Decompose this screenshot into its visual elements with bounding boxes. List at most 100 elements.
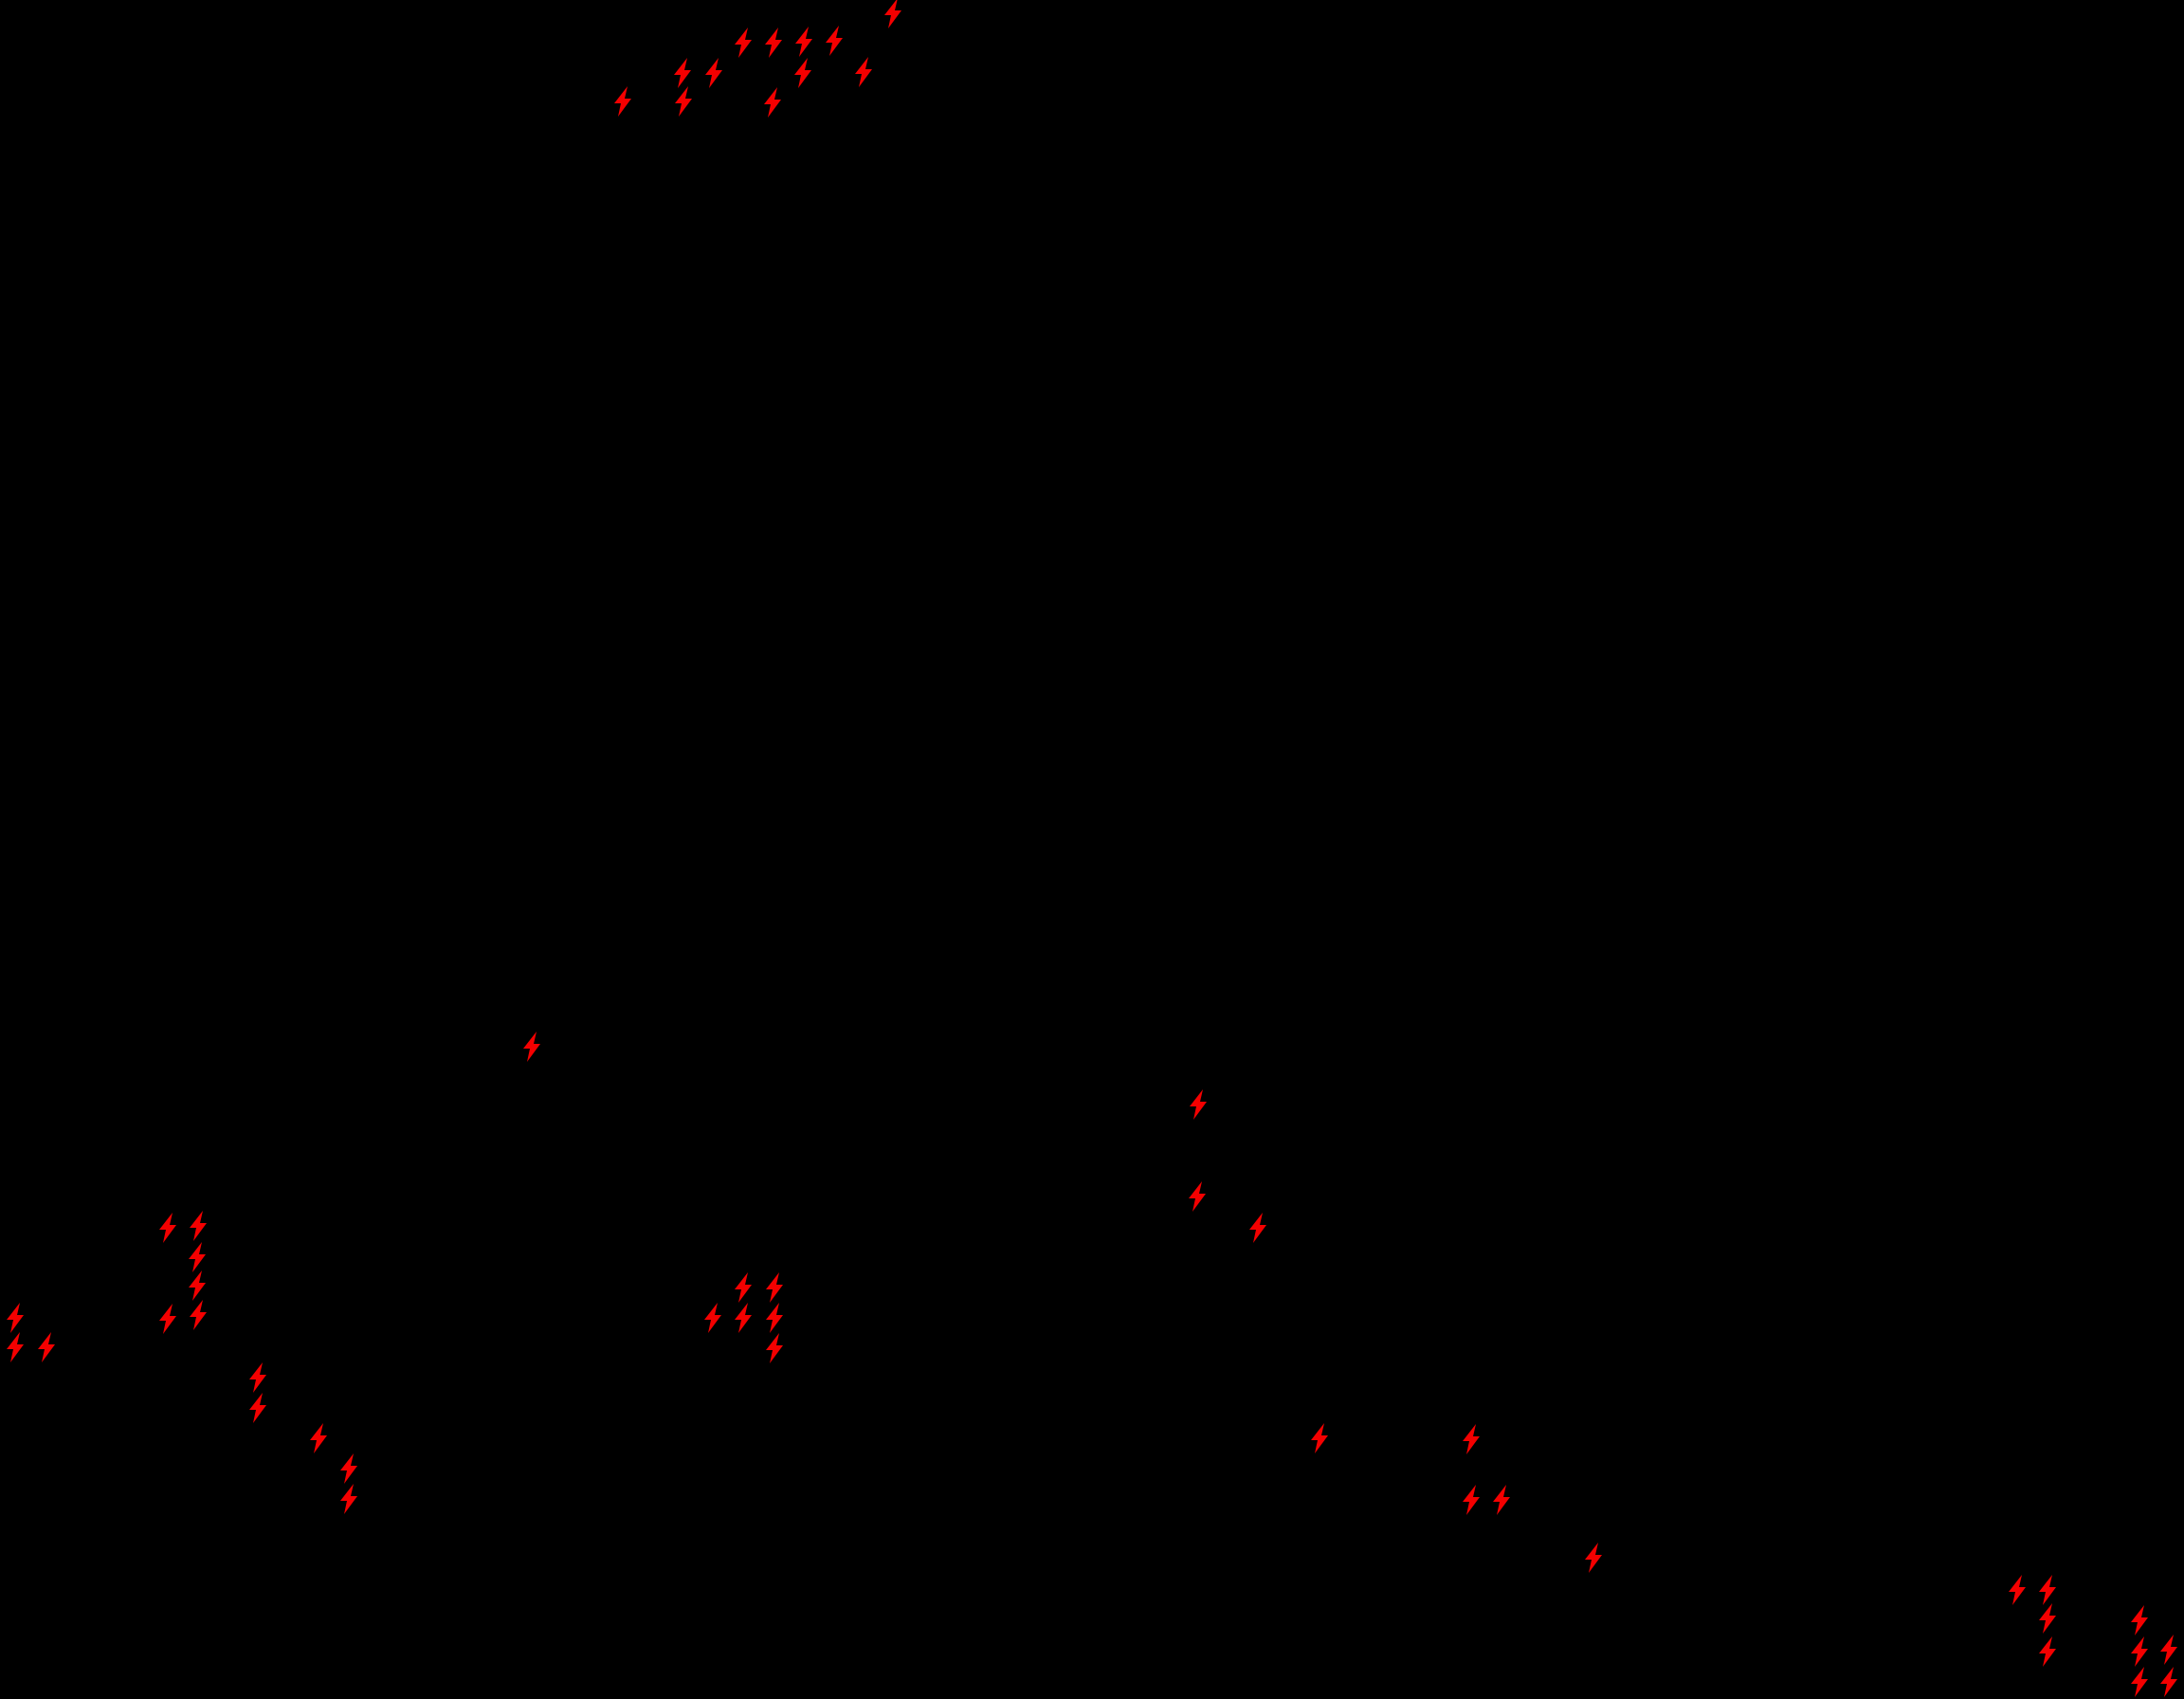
lightning-strike-marker[interactable] bbox=[307, 1423, 330, 1453]
lightning-bolt-icon bbox=[766, 1303, 783, 1333]
lightning-strike-marker[interactable] bbox=[672, 86, 695, 117]
lightning-strike-marker[interactable] bbox=[1186, 1181, 1209, 1212]
lightning-bolt-icon bbox=[2039, 1636, 2056, 1667]
lightning-bolt-icon bbox=[2009, 1575, 2026, 1605]
lightning-bolt-icon bbox=[735, 1272, 752, 1303]
lightning-bolt-icon bbox=[704, 1303, 721, 1333]
lightning-bolt-icon bbox=[159, 1213, 176, 1243]
lightning-bolt-icon bbox=[795, 27, 812, 57]
lightning-strike-marker[interactable] bbox=[4, 1303, 27, 1333]
lightning-bolt-icon bbox=[2160, 1635, 2177, 1665]
lightning-bolt-icon bbox=[1311, 1423, 1328, 1453]
lightning-strike-marker[interactable] bbox=[1490, 1485, 1513, 1515]
lightning-bolt-icon bbox=[1190, 1089, 1207, 1120]
lightning-strike-marker[interactable] bbox=[246, 1393, 269, 1423]
lightning-strike-marker[interactable] bbox=[763, 1333, 786, 1363]
lightning-bolt-icon bbox=[1249, 1213, 1266, 1243]
lightning-bolt-icon bbox=[340, 1453, 357, 1484]
lightning-bolt-icon bbox=[1585, 1543, 1602, 1573]
lightning-bolt-icon bbox=[159, 1304, 176, 1334]
lightning-bolt-icon bbox=[340, 1484, 357, 1514]
lightning-strike-marker[interactable] bbox=[2036, 1636, 2059, 1667]
lightning-strike-marker[interactable] bbox=[823, 26, 846, 56]
lightning-strike-marker[interactable] bbox=[763, 1272, 786, 1303]
lightning-strike-marker[interactable] bbox=[520, 1032, 543, 1062]
lightning-bolt-icon bbox=[190, 1300, 207, 1330]
lightning-strike-marker[interactable] bbox=[187, 1300, 209, 1330]
lightning-strike-marker[interactable] bbox=[186, 1242, 209, 1272]
lightning-strike-marker[interactable] bbox=[732, 1303, 755, 1333]
lightning-strike-marker[interactable] bbox=[2128, 1605, 2151, 1635]
lightning-strike-marker[interactable] bbox=[2128, 1636, 2151, 1667]
lightning-strike-marker[interactable] bbox=[187, 1211, 209, 1241]
lightning-bolt-icon bbox=[766, 1272, 783, 1303]
lightning-strike-marker[interactable] bbox=[762, 27, 785, 58]
lightning-strike-marker[interactable] bbox=[852, 57, 875, 87]
lightning-strike-marker[interactable] bbox=[2128, 1667, 2151, 1697]
lightning-strike-marker[interactable] bbox=[1460, 1485, 1483, 1515]
lightning-strike-marker[interactable] bbox=[246, 1362, 269, 1393]
lightning-bolt-icon bbox=[735, 27, 752, 58]
lightning-strike-marker[interactable] bbox=[156, 1213, 179, 1243]
lightning-bolt-icon bbox=[705, 58, 722, 88]
lightning-bolt-icon bbox=[38, 1332, 55, 1362]
lightning-bolt-icon bbox=[764, 87, 781, 118]
lightning-strike-marker[interactable] bbox=[1582, 1543, 1605, 1573]
lightning-strike-marker[interactable] bbox=[1187, 1089, 1210, 1120]
lightning-bolt-icon bbox=[826, 26, 843, 56]
lightning-strike-marker[interactable] bbox=[701, 1303, 724, 1333]
lightning-bolt-icon bbox=[675, 86, 692, 117]
lightning-bolt-icon bbox=[2131, 1636, 2148, 1667]
lightning-bolt-icon bbox=[310, 1423, 327, 1453]
lightning-bolt-icon bbox=[7, 1332, 24, 1362]
lightning-strike-marker[interactable] bbox=[2036, 1575, 2059, 1605]
lightning-strike-marker[interactable] bbox=[702, 58, 725, 88]
lightning-strike-marker[interactable] bbox=[1308, 1423, 1331, 1453]
lightning-strike-marker[interactable] bbox=[337, 1453, 360, 1484]
lightning-strike-marker[interactable] bbox=[2157, 1635, 2180, 1665]
lightning-bolt-icon bbox=[765, 27, 782, 58]
lightning-bolt-icon bbox=[1493, 1485, 1510, 1515]
lightning-strike-marker[interactable] bbox=[1247, 1213, 1269, 1243]
lightning-strike-marker[interactable] bbox=[792, 27, 815, 57]
lightning-strike-marker[interactable] bbox=[35, 1332, 58, 1362]
lightning-bolt-icon bbox=[674, 58, 691, 88]
lightning-strike-marker[interactable] bbox=[671, 58, 694, 88]
lightning-bolt-icon bbox=[523, 1032, 540, 1062]
lightning-strike-marker[interactable] bbox=[882, 0, 904, 28]
lightning-bolt-icon bbox=[1189, 1181, 1206, 1212]
lightning-bolt-icon bbox=[7, 1303, 24, 1333]
lightning-bolt-icon bbox=[2131, 1667, 2148, 1697]
lightning-bolt-icon bbox=[1463, 1485, 1480, 1515]
lightning-strike-marker[interactable] bbox=[186, 1270, 209, 1301]
lightning-bolt-icon bbox=[884, 0, 901, 28]
lightning-bolt-icon bbox=[2131, 1605, 2148, 1635]
lightning-bolt-icon bbox=[249, 1393, 266, 1423]
lightning-strike-marker[interactable] bbox=[732, 27, 755, 58]
lightning-bolt-icon bbox=[735, 1303, 752, 1333]
lightning-strike-marker[interactable] bbox=[732, 1272, 755, 1303]
lightning-strike-marker[interactable] bbox=[763, 1303, 786, 1333]
lightning-strike-marker[interactable] bbox=[1460, 1424, 1483, 1454]
lightning-strike-marker[interactable] bbox=[792, 58, 814, 88]
lightning-bolt-icon bbox=[2160, 1667, 2177, 1697]
lightning-bolt-icon bbox=[614, 86, 631, 117]
lightning-strike-marker[interactable] bbox=[337, 1484, 360, 1514]
lightning-strike-marker[interactable] bbox=[611, 86, 634, 117]
lightning-bolt-icon bbox=[2039, 1603, 2056, 1634]
lightning-strike-marker[interactable] bbox=[156, 1304, 179, 1334]
lightning-bolt-icon bbox=[1463, 1424, 1480, 1454]
lightning-bolt-icon bbox=[2039, 1575, 2056, 1605]
lightning-strike-marker[interactable] bbox=[2036, 1603, 2059, 1634]
lightning-bolt-icon bbox=[855, 57, 872, 87]
lightning-bolt-icon bbox=[249, 1362, 266, 1393]
lightning-strike-marker[interactable] bbox=[2006, 1575, 2029, 1605]
lightning-bolt-icon bbox=[794, 58, 811, 88]
lightning-strike-marker[interactable] bbox=[4, 1332, 27, 1362]
lightning-strike-marker[interactable] bbox=[761, 87, 784, 118]
lightning-strike-marker[interactable] bbox=[2157, 1667, 2180, 1697]
lightning-bolt-icon bbox=[189, 1242, 206, 1272]
lightning-bolt-icon bbox=[766, 1333, 783, 1363]
